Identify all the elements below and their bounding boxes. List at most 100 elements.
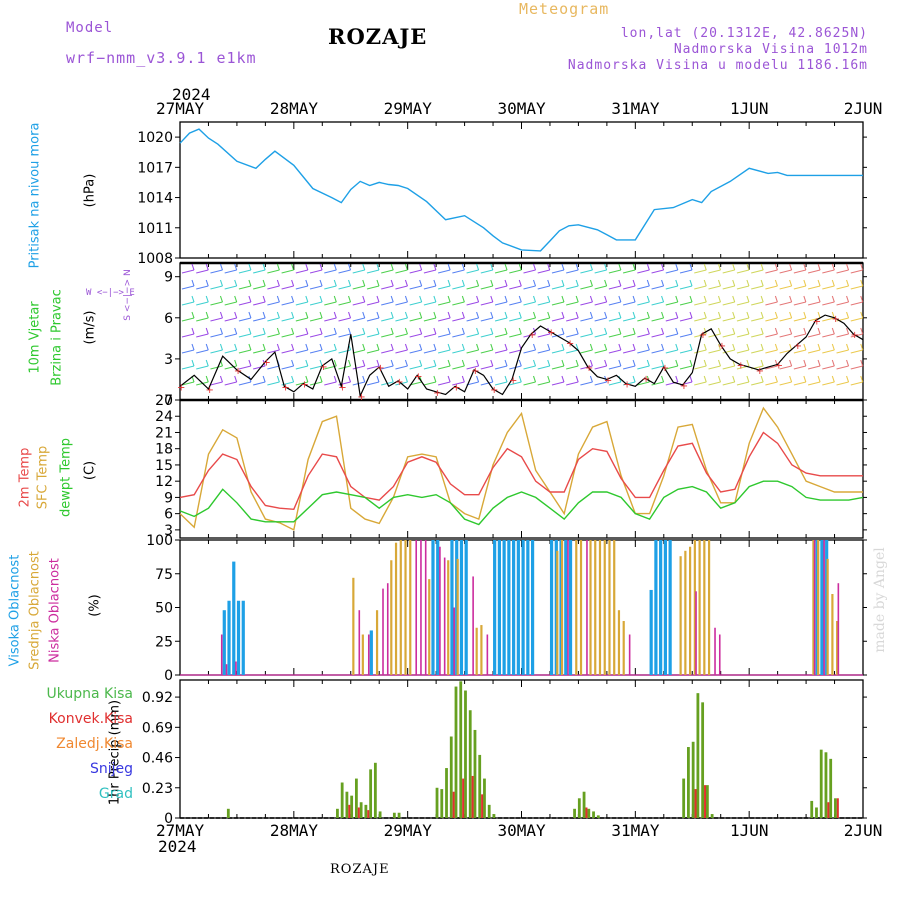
wind-barb	[708, 317, 721, 322]
wind-barb	[547, 343, 551, 351]
wind-barb	[532, 263, 537, 271]
wind-barb	[689, 359, 693, 367]
cloud-bar	[689, 546, 692, 675]
wind-barb	[476, 327, 480, 335]
wind-barb	[551, 301, 565, 306]
wind-barb	[779, 301, 792, 306]
wind-barb	[523, 349, 536, 354]
precip-bar	[392, 812, 396, 818]
wind-barb	[366, 317, 380, 322]
wind-barb	[523, 381, 536, 386]
cloud-bar	[472, 576, 474, 675]
wind-barb	[774, 263, 778, 271]
wind-barb	[589, 375, 593, 383]
wind-barb	[295, 269, 308, 274]
date-label: 28MAY	[269, 821, 318, 840]
wind-barb	[224, 301, 237, 306]
wind-barb	[395, 285, 408, 290]
wind-barb	[694, 301, 707, 306]
cloud-bar	[507, 540, 511, 675]
wind-barb	[589, 295, 593, 303]
wind-barb	[309, 349, 323, 354]
wind-barb	[632, 343, 636, 351]
wind-barb	[708, 365, 721, 370]
cloud-bar	[497, 540, 501, 675]
wind-barb	[452, 269, 465, 274]
wind-barb	[789, 311, 793, 319]
wind-barb	[196, 333, 209, 338]
wind-barb	[732, 311, 736, 319]
cloud-bar	[668, 540, 672, 675]
wind-barb	[537, 317, 550, 322]
cloud-bar	[420, 540, 422, 675]
cloud-bar	[382, 588, 384, 675]
cloud-bar	[831, 594, 834, 675]
wind-barb	[604, 343, 608, 351]
model-elevation: Nadmorska Visina u modelu 1186.16m	[567, 58, 868, 73]
precip-bar	[492, 814, 496, 818]
wind-barb	[661, 327, 665, 335]
wind-barb	[196, 349, 209, 354]
wind-barb	[291, 311, 295, 319]
wind-barb	[566, 333, 579, 338]
wind-barb	[703, 263, 707, 271]
wind-barb	[665, 349, 678, 354]
wind-barb	[324, 333, 337, 338]
precip-bar	[369, 769, 373, 818]
wind-barb	[751, 317, 764, 322]
wind-barb	[381, 285, 394, 290]
wind-barb	[205, 263, 209, 271]
wind-barb	[789, 263, 793, 271]
precip-bar	[464, 690, 467, 818]
wind-barb	[390, 263, 394, 271]
date-label: 27MAY	[156, 99, 205, 118]
wind-barb	[803, 295, 807, 303]
precip-bar	[373, 762, 377, 818]
wind-barb	[437, 333, 451, 338]
wind-barb	[338, 285, 351, 290]
cloud-bar	[220, 634, 223, 675]
cloud-bar	[375, 610, 379, 675]
wind-barb	[675, 295, 679, 303]
wind-barb	[362, 343, 366, 351]
y-tick-label: 0	[164, 393, 173, 409]
y-tick-label: 1017	[137, 160, 173, 176]
wind-barb	[376, 295, 380, 303]
wind-barb	[309, 333, 323, 338]
cloud-bar	[820, 540, 824, 675]
wind-barb	[253, 333, 266, 338]
wind-barb	[347, 375, 352, 383]
wind-barb	[736, 317, 750, 322]
wind-barb	[751, 269, 764, 274]
y-tick-label: 9	[164, 270, 173, 286]
wind-barb	[319, 327, 323, 335]
wind-barb	[352, 349, 365, 354]
wind-barb	[309, 301, 323, 306]
wind-barb	[566, 269, 579, 274]
wind-barb	[679, 349, 693, 354]
wind-barb	[703, 311, 707, 319]
wind-barb	[291, 343, 295, 351]
wind-barb	[760, 343, 764, 351]
wind-barb	[205, 359, 209, 367]
wind-barb	[679, 365, 693, 370]
wind-barb	[234, 343, 238, 351]
cloud-bar	[450, 540, 454, 675]
precip-bar	[445, 768, 448, 818]
cloud-bar	[603, 540, 606, 675]
precip-bar	[483, 778, 486, 818]
wind-barb	[831, 343, 835, 351]
wind-barb	[665, 269, 678, 274]
precip-bar	[819, 749, 823, 818]
cloud-bar	[428, 579, 431, 675]
wind-barb	[291, 295, 295, 303]
wind-barb	[817, 343, 821, 351]
wind-barb	[490, 359, 494, 367]
wind-barb	[760, 279, 764, 287]
wind-barb	[523, 269, 536, 274]
wind-barb	[476, 375, 480, 383]
wind-barb	[309, 269, 323, 274]
precip-bar	[397, 812, 401, 818]
precip-conv-bar	[585, 807, 588, 818]
wind-barb	[551, 365, 565, 370]
